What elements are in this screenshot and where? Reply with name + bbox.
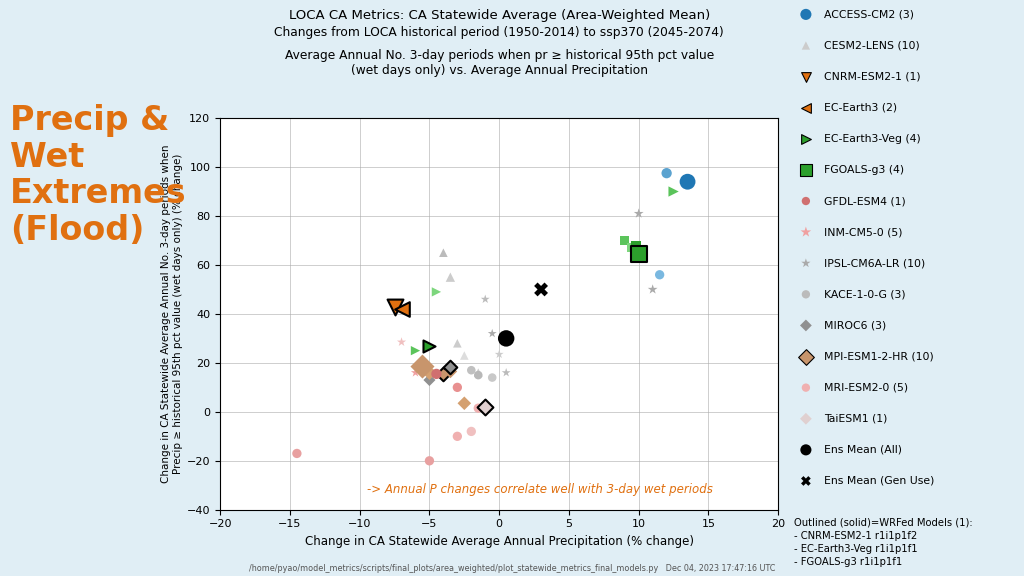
Text: EC-Earth3-Veg (4): EC-Earth3-Veg (4)	[824, 134, 921, 144]
Point	[442, 272, 459, 282]
Point	[442, 362, 459, 371]
Point	[532, 285, 549, 294]
Point	[679, 177, 695, 187]
Point	[798, 414, 814, 423]
Point	[421, 456, 437, 465]
Point	[477, 402, 494, 411]
Point	[628, 241, 644, 250]
Point	[415, 361, 431, 370]
Point	[484, 329, 501, 338]
Point	[798, 134, 814, 143]
Text: Ens Mean (Gen Use): Ens Mean (Gen Use)	[824, 476, 935, 486]
Point	[798, 165, 814, 175]
Point	[798, 352, 814, 361]
Text: GFDL-ESM4 (1): GFDL-ESM4 (1)	[824, 196, 906, 206]
Point	[289, 449, 305, 458]
Text: CESM2-LENS (10): CESM2-LENS (10)	[824, 40, 921, 51]
Text: KACE-1-0-G (3): KACE-1-0-G (3)	[824, 289, 906, 300]
Y-axis label: Change in CA Statewide Average Annual No. 3-day periods when
Precip ≥ historical: Change in CA Statewide Average Annual No…	[161, 145, 182, 483]
Point	[666, 187, 682, 196]
Text: ACCESS-CM2 (3): ACCESS-CM2 (3)	[824, 9, 914, 20]
Text: Precip &
Wet
Extremes
(Flood): Precip & Wet Extremes (Flood)	[10, 104, 186, 247]
Point	[408, 368, 424, 377]
Point	[435, 370, 452, 380]
Text: IPSL-CM6A-LR (10): IPSL-CM6A-LR (10)	[824, 258, 926, 268]
Point	[798, 445, 814, 454]
Point	[393, 338, 410, 347]
Text: FGOALS-g3 (4): FGOALS-g3 (4)	[824, 165, 904, 175]
Text: MIROC6 (3): MIROC6 (3)	[824, 320, 887, 331]
Point	[498, 368, 514, 377]
Point	[631, 209, 647, 218]
Point	[616, 236, 633, 245]
Text: EC-Earth3 (2): EC-Earth3 (2)	[824, 103, 897, 113]
Text: LOCA CA Metrics: CA Statewide Average (Area-Weighted Mean): LOCA CA Metrics: CA Statewide Average (A…	[289, 9, 710, 22]
Point	[477, 294, 494, 304]
Point	[421, 376, 437, 385]
Point	[421, 368, 437, 377]
Point	[470, 368, 486, 377]
Text: Changes from LOCA historical period (1950-2014) to ssp370 (2045-2074): Changes from LOCA historical period (195…	[274, 26, 724, 39]
Point	[651, 270, 668, 279]
Text: /home/pyao/model_metrics/scripts/final_plots/area_weighted/plot_statewide_metric: /home/pyao/model_metrics/scripts/final_p…	[249, 564, 775, 573]
Point	[463, 427, 479, 436]
Point	[798, 290, 814, 299]
Point	[798, 228, 814, 237]
Point	[484, 373, 501, 382]
Point	[393, 304, 410, 313]
Point	[631, 249, 647, 259]
Point	[798, 259, 814, 268]
Point	[470, 370, 486, 380]
Point	[442, 367, 459, 376]
Point	[624, 243, 640, 252]
X-axis label: Change in CA Statewide Average Annual Precipitation (% change): Change in CA Statewide Average Annual Pr…	[305, 535, 693, 548]
Point	[644, 285, 660, 294]
Point	[798, 383, 814, 392]
Point	[470, 404, 486, 413]
Point	[658, 169, 675, 178]
Text: Ens Mean (All): Ens Mean (All)	[824, 445, 902, 455]
Text: TaiESM1 (1): TaiESM1 (1)	[824, 414, 888, 424]
Point	[798, 476, 814, 486]
Point	[456, 351, 472, 360]
Point	[428, 287, 444, 297]
Point	[428, 369, 444, 378]
Point	[450, 432, 466, 441]
Point	[456, 399, 472, 408]
Point	[450, 382, 466, 392]
Point	[798, 10, 814, 19]
Point	[435, 248, 452, 257]
Point	[386, 302, 402, 311]
Text: MPI-ESM1-2-HR (10): MPI-ESM1-2-HR (10)	[824, 351, 934, 362]
Point	[798, 321, 814, 330]
Point	[798, 196, 814, 206]
Point	[408, 346, 424, 355]
Text: -> Annual P changes correlate well with 3-day wet periods: -> Annual P changes correlate well with …	[367, 483, 713, 495]
Text: CNRM-ESM2-1 (1): CNRM-ESM2-1 (1)	[824, 71, 921, 82]
Text: Average Annual No. 3-day periods when pr ≥ historical 95th pct value
(wet days o: Average Annual No. 3-day periods when pr…	[285, 49, 714, 77]
Point	[498, 334, 514, 343]
Point	[463, 366, 479, 375]
Point	[798, 41, 814, 50]
Point	[421, 341, 437, 350]
Text: INM-CM5-0 (5): INM-CM5-0 (5)	[824, 227, 903, 237]
Text: MRI-ESM2-0 (5): MRI-ESM2-0 (5)	[824, 382, 908, 393]
Point	[798, 72, 814, 81]
Point	[798, 103, 814, 112]
Point	[415, 362, 431, 371]
Point	[435, 369, 452, 378]
Point	[450, 339, 466, 348]
Text: Outlined (solid)=WRFed Models (1):
- CNRM-ESM2-1 r1i1p1f2
- EC-Earth3-Veg r1i1p1: Outlined (solid)=WRFed Models (1): - CNR…	[794, 518, 972, 567]
Point	[492, 350, 508, 359]
